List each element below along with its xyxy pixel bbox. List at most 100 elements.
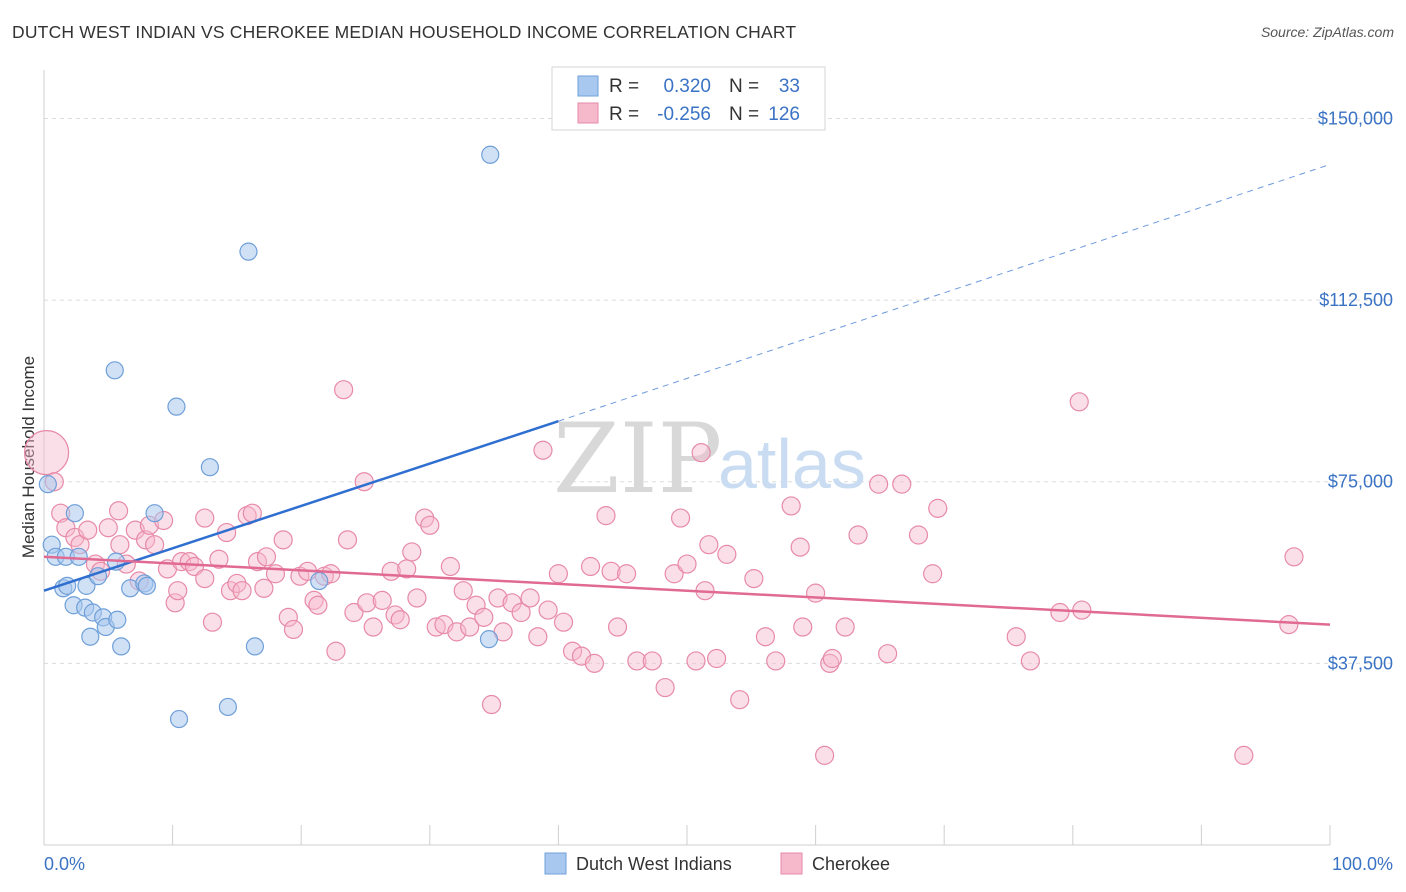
cherokee-point [730,690,750,710]
cherokee-point [440,556,460,577]
bottom-legend-label-2: Cherokee [812,854,890,874]
cherokee-point [548,564,569,584]
cherokee-point [447,622,467,642]
watermark-atlas: atlas [718,425,866,503]
legend-r-label-2: R = [609,104,639,125]
cherokee-point [481,694,502,715]
cherokee-trend-line [43,555,1331,626]
cherokee-point [793,617,813,637]
cherokee-point [616,564,637,584]
cherokee-point [254,578,274,598]
cherokee-point [677,554,697,574]
cherokee-point [511,602,531,623]
cherokee-point [805,583,826,603]
cherokee-point [78,520,98,540]
cherokee-point [165,593,185,613]
cherokee-point [562,641,583,661]
cherokee-point [755,627,776,647]
series-legend: Dutch West Indians Cherokee [544,852,890,875]
cherokee-point [655,677,675,698]
cherokee-point [706,648,727,669]
legend-swatch-blue [577,75,599,97]
y-tick-label: $37,500 [1328,653,1393,673]
cherokee-point [538,600,558,620]
dutch-west-indian-point [481,145,500,164]
bottom-legend-label-1: Dutch West Indians [576,854,732,874]
cherokee-point [1020,651,1040,671]
dutch-west-indian-point [69,547,88,566]
cherokee-point [344,602,364,623]
cherokee-point [402,542,422,562]
dutch-west-indian-point [200,458,219,477]
dutch-west-indian-point [218,697,237,717]
cherokee-point [607,617,628,637]
cherokee-point [781,496,801,516]
trend-lines [43,163,1331,626]
cherokee-point [98,518,118,538]
cherokee-point [908,525,929,545]
cherokee-point [815,745,835,765]
y-tick-label: $75,000 [1328,472,1393,492]
cherokee-point [460,617,480,637]
cherokee-point [1234,745,1254,765]
legend-r-value-2: -0.256 [657,104,711,125]
cherokee-point [580,556,601,577]
dutch-west-indian-points [38,145,500,729]
cherokee-point [326,641,346,661]
cherokee-point [664,564,684,584]
cherokee-point [1069,392,1089,412]
cherokee-point [283,619,304,640]
dutch-west-indian-trend-extension [558,163,1331,422]
dutch-west-indian-point [105,361,124,380]
cherokee-point [584,653,605,673]
cherokee-point [135,530,156,550]
grid-lines [44,117,1395,664]
y-axis-title: Median Household Income [19,356,38,558]
cherokee-point [232,581,252,601]
cherokee-point [337,530,358,550]
cherokee-point [699,535,719,555]
cherokee-point [848,525,868,545]
cherokee-point [110,535,130,555]
cherokee-point [601,561,621,581]
dutch-west-indian-point [245,637,265,656]
cherokee-point [627,651,647,671]
dutch-west-indian-point [169,709,189,729]
cherokee-point [453,581,473,601]
bottom-legend-swatch-pink [780,852,803,875]
cherokee-point [420,515,440,535]
cherokee-point [202,612,223,632]
bottom-legend-swatch-blue [544,852,567,875]
legend-n-value-1: 33 [779,76,800,97]
cherokee-point [686,651,706,671]
dutch-west-indian-point [137,576,156,595]
legend-swatch-pink [577,102,599,124]
y-tick-label: $112,500 [1319,290,1393,310]
dutch-west-indian-point [167,397,186,416]
cherokee-point [357,593,377,613]
dutch-west-indian-point [310,571,329,591]
x-tick-label-min: 0.0% [44,854,85,874]
y-tick-label: $150,000 [1318,108,1393,128]
cherokee-point [717,544,737,564]
cherokee-point [878,644,898,664]
dutch-west-indian-point [239,242,258,261]
cherokee-point [334,380,354,400]
dutch-west-indian-point [479,630,499,649]
cherokee-point [892,474,912,494]
cherokee-point [790,537,810,557]
cherokee-point [195,568,215,589]
cherokee-point [1050,602,1070,623]
legend-n-label-1: N = [729,76,759,97]
watermark: ZIP atlas [553,403,866,515]
cherokee-point [474,607,494,627]
cherokee-point [308,595,328,615]
cherokee-point [390,610,410,630]
cherokee-point [596,506,616,526]
y-tick-labels: $37,500 $75,000 $112,500 $150,000 [1318,108,1393,673]
cherokee-point [172,552,192,572]
cherokee-point [553,612,574,632]
cherokee-point [256,547,277,567]
cherokee-point [372,590,392,610]
cherokee-point [528,627,548,647]
